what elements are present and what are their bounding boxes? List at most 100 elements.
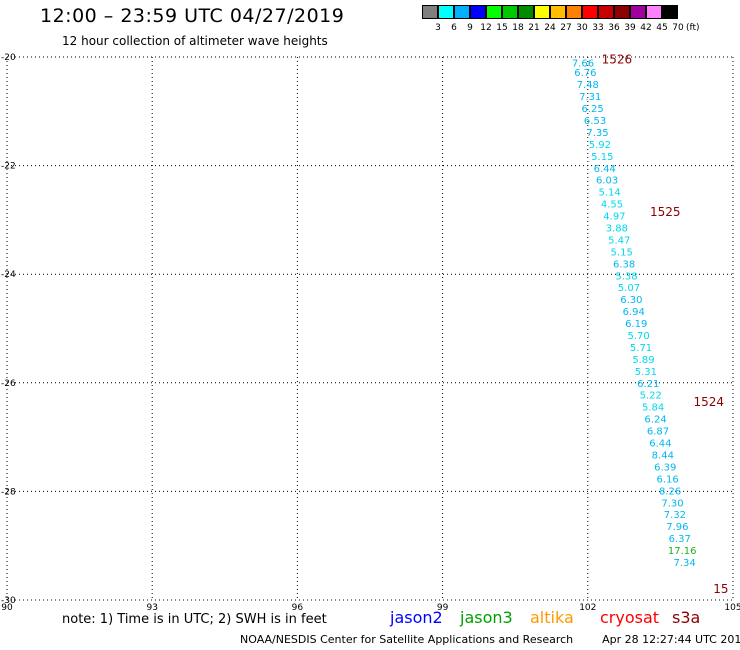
wave-height-label: 6.03 — [596, 176, 618, 187]
wave-height-label: 7.35 — [586, 128, 608, 139]
wave-height-label: 6.37 — [669, 534, 691, 545]
wave-height-label: 5.14 — [598, 188, 620, 199]
legend-swatch — [566, 5, 582, 19]
satellite-legend-jason2: jason2 — [390, 608, 443, 627]
wave-height-label: 6.94 — [623, 307, 645, 318]
legend-swatch — [662, 5, 678, 19]
legend-label: 45 — [656, 23, 668, 33]
wave-height-label: 7.34 — [673, 558, 695, 569]
footnote: note: 1) Time is in UTC; 2) SWH is in fe… — [62, 612, 327, 627]
wave-height-label: 6.87 — [647, 427, 669, 438]
legend-swatch — [646, 5, 662, 19]
wave-height-label: 3.88 — [606, 224, 628, 235]
wave-height-label: 6.44 — [649, 439, 671, 450]
wave-height-label: 6.44 — [594, 164, 616, 175]
wave-height-label: 6.39 — [654, 462, 676, 473]
legend-label: 18 — [512, 23, 524, 33]
x-tick-label: 96 — [292, 603, 304, 613]
legend-swatch — [470, 5, 486, 19]
wave-height-label: 7.66 — [572, 58, 594, 69]
legend-label: 21 — [528, 23, 540, 33]
wave-height-label: 8.26 — [659, 486, 681, 497]
y-tick-label: -28 — [1, 487, 16, 497]
wave-height-label: 6.16 — [657, 474, 679, 485]
footer-org: NOAA/NESDIS Center for Satellite Applica… — [240, 633, 574, 646]
wave-height-label: 5.07 — [618, 283, 640, 294]
wave-height-label: 8.44 — [652, 450, 674, 461]
x-tick-label: 93 — [146, 603, 157, 613]
wave-height-label: 4.97 — [603, 212, 625, 223]
time-label: 1526 — [602, 53, 633, 67]
wave-height-label: 6.21 — [637, 379, 659, 390]
legend-label: 30 — [576, 23, 588, 33]
satellite-legend-jason3: jason3 — [460, 608, 513, 627]
wave-height-label: 5.84 — [642, 403, 664, 414]
satellite-legend-s3a: s3a — [672, 608, 701, 627]
wave-height-label: 7.48 — [577, 80, 599, 91]
x-tick-label: 105 — [724, 603, 740, 613]
page-title: 12:00 – 23:59 UTC 04/27/2019 — [40, 5, 345, 27]
legend-label: 42 — [640, 23, 652, 33]
y-tick-label: -30 — [1, 596, 16, 606]
legend-swatch — [598, 5, 614, 19]
legend-unit: (ft) — [686, 23, 700, 33]
legend-swatch — [438, 5, 454, 19]
legend-label: 27 — [560, 23, 572, 33]
legend-label: 33 — [592, 23, 604, 33]
legend-swatch — [550, 5, 566, 19]
legend-swatch — [534, 5, 550, 19]
legend-label: 36 — [608, 23, 620, 33]
satellite-legend-altika: altika — [530, 608, 574, 627]
wave-height-label: 7.96 — [666, 522, 688, 533]
wave-height-label: 7.30 — [661, 498, 683, 509]
legend-label: 3 — [435, 23, 441, 33]
wave-height-label: 5.71 — [630, 343, 652, 354]
wave-height-label: 6.24 — [644, 415, 666, 426]
legend-swatch — [422, 5, 438, 19]
footer-timestamp: Apr 28 12:27:44 UTC 2019 — [602, 633, 740, 646]
wave-height-label: 7.32 — [664, 510, 686, 521]
wave-height-label: 6.25 — [582, 104, 604, 115]
wave-height-label: 6.53 — [584, 116, 606, 127]
legend-swatch — [614, 5, 630, 19]
wave-height-label: 5.38 — [615, 271, 637, 282]
wave-height-label: 5.22 — [640, 391, 662, 402]
y-tick-label: -20 — [1, 53, 16, 63]
legend-label: 24 — [544, 23, 556, 33]
legend-swatch — [582, 5, 598, 19]
legend-swatch — [502, 5, 518, 19]
wave-height-label: 17.16 — [668, 546, 697, 557]
wave-height-label: 4.55 — [601, 200, 623, 211]
wave-height-label: 6.30 — [620, 295, 642, 306]
time-label: 1525 — [650, 205, 681, 219]
legend-label: 12 — [480, 23, 492, 33]
wave-height-label: 5.92 — [589, 140, 611, 151]
legend-swatch — [518, 5, 534, 19]
y-tick-label: -26 — [1, 379, 16, 389]
wave-height-label: 5.70 — [627, 331, 649, 342]
page-subtitle: 12 hour collection of altimeter wave hei… — [62, 34, 328, 48]
x-tick-label: 102 — [579, 603, 596, 613]
wave-height-label: 5.15 — [611, 247, 633, 258]
wave-height-label: 5.31 — [635, 367, 657, 378]
time-label: 1524 — [694, 395, 725, 409]
y-tick-label: -22 — [1, 162, 16, 172]
wave-height-label: 5.47 — [608, 235, 630, 246]
wave-height-label: 6.76 — [574, 68, 596, 79]
legend-label: 15 — [496, 23, 508, 33]
satellite-legend-cryosat: cryosat — [600, 608, 660, 627]
legend-label: 6 — [451, 23, 457, 33]
x-tick-label: 99 — [437, 603, 449, 613]
legend-swatch — [630, 5, 646, 19]
x-tick-label: 90 — [1, 603, 13, 613]
legend-swatch — [454, 5, 470, 19]
time-label: 15 — [713, 582, 728, 596]
wave-height-label: 6.38 — [613, 259, 635, 270]
legend-label: 9 — [467, 23, 473, 33]
wave-height-label: 7.31 — [579, 92, 601, 103]
legend-label: 70 — [672, 23, 684, 33]
y-tick-label: -24 — [1, 270, 16, 280]
legend-swatch — [486, 5, 502, 19]
wave-height-label: 5.89 — [632, 355, 654, 366]
